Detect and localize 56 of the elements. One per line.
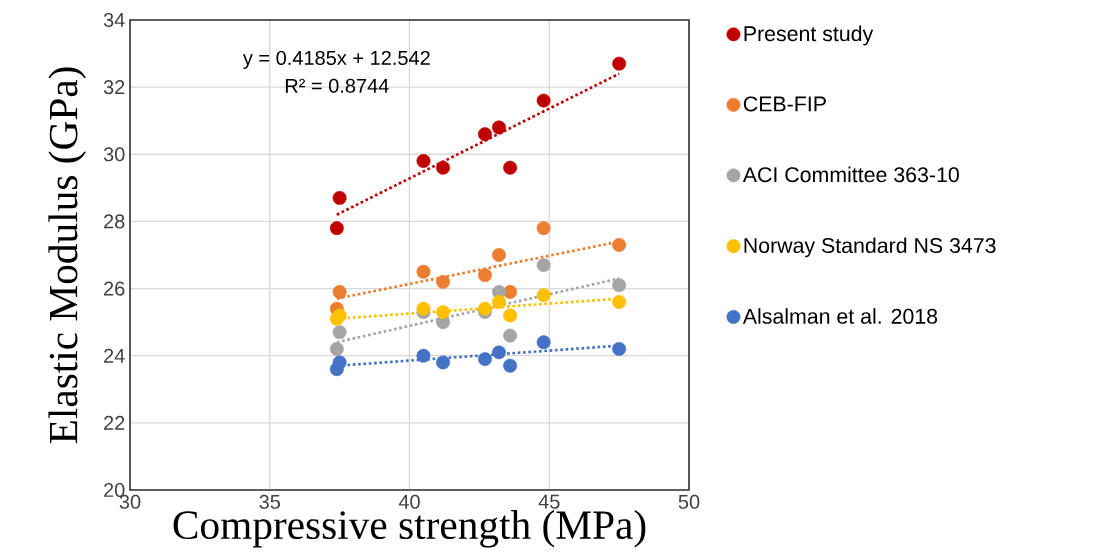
point [436, 305, 450, 319]
x-tick-label: 40 [398, 494, 420, 509]
y-tick-label: 26 [104, 281, 125, 296]
y-tick-label: 24 [104, 348, 125, 363]
point [612, 342, 627, 356]
point [478, 352, 492, 366]
point [612, 278, 627, 293]
x-axis-title: Compressive strength (MPa) [173, 510, 646, 548]
point [416, 264, 431, 279]
point [536, 288, 551, 303]
point [536, 258, 551, 272]
point [332, 284, 347, 299]
point [329, 221, 344, 236]
point [612, 56, 627, 71]
y-tick-label: 22 [104, 415, 125, 430]
point [503, 328, 518, 343]
point [536, 335, 551, 350]
x-tick-label: 50 [678, 494, 700, 509]
x-tick-label: 45 [538, 494, 560, 509]
point [329, 342, 344, 356]
point [492, 345, 506, 360]
point [503, 160, 518, 175]
point [536, 221, 551, 236]
legend-label: Present study [744, 25, 874, 46]
point [436, 160, 450, 175]
point [492, 295, 506, 309]
point [612, 295, 627, 309]
point [503, 358, 518, 373]
point [332, 355, 347, 370]
point [492, 120, 506, 135]
legend-label: Alsalman et al. 2018 [742, 308, 938, 324]
legend-label: Norway Standard NS 3473 [744, 237, 996, 258]
annotation: y = 0.4185x + 12.542 [242, 50, 430, 69]
y-tick-label: 30 [103, 147, 125, 162]
point [478, 127, 492, 142]
y-tick-label: 34 [103, 12, 125, 28]
point [492, 248, 506, 262]
point [478, 301, 492, 316]
legend-label: ACI Committee 363-10 [742, 166, 959, 183]
point [478, 268, 492, 283]
legend-label: CEB-FIP [743, 96, 826, 112]
point [416, 348, 431, 363]
x-tick-label: 35 [259, 494, 281, 509]
y-axis-title: Elastic Modulus (GPa) [48, 67, 86, 444]
annotation: R² = 0.8744 [285, 78, 389, 93]
point [416, 301, 431, 316]
point [503, 308, 518, 323]
point [436, 274, 450, 289]
point [332, 190, 347, 205]
point [436, 355, 450, 370]
y-tick-label: 28 [104, 214, 125, 229]
point [536, 93, 551, 108]
point [332, 325, 347, 340]
point [416, 154, 431, 168]
y-tick-label: 32 [103, 80, 125, 95]
point [612, 237, 627, 252]
